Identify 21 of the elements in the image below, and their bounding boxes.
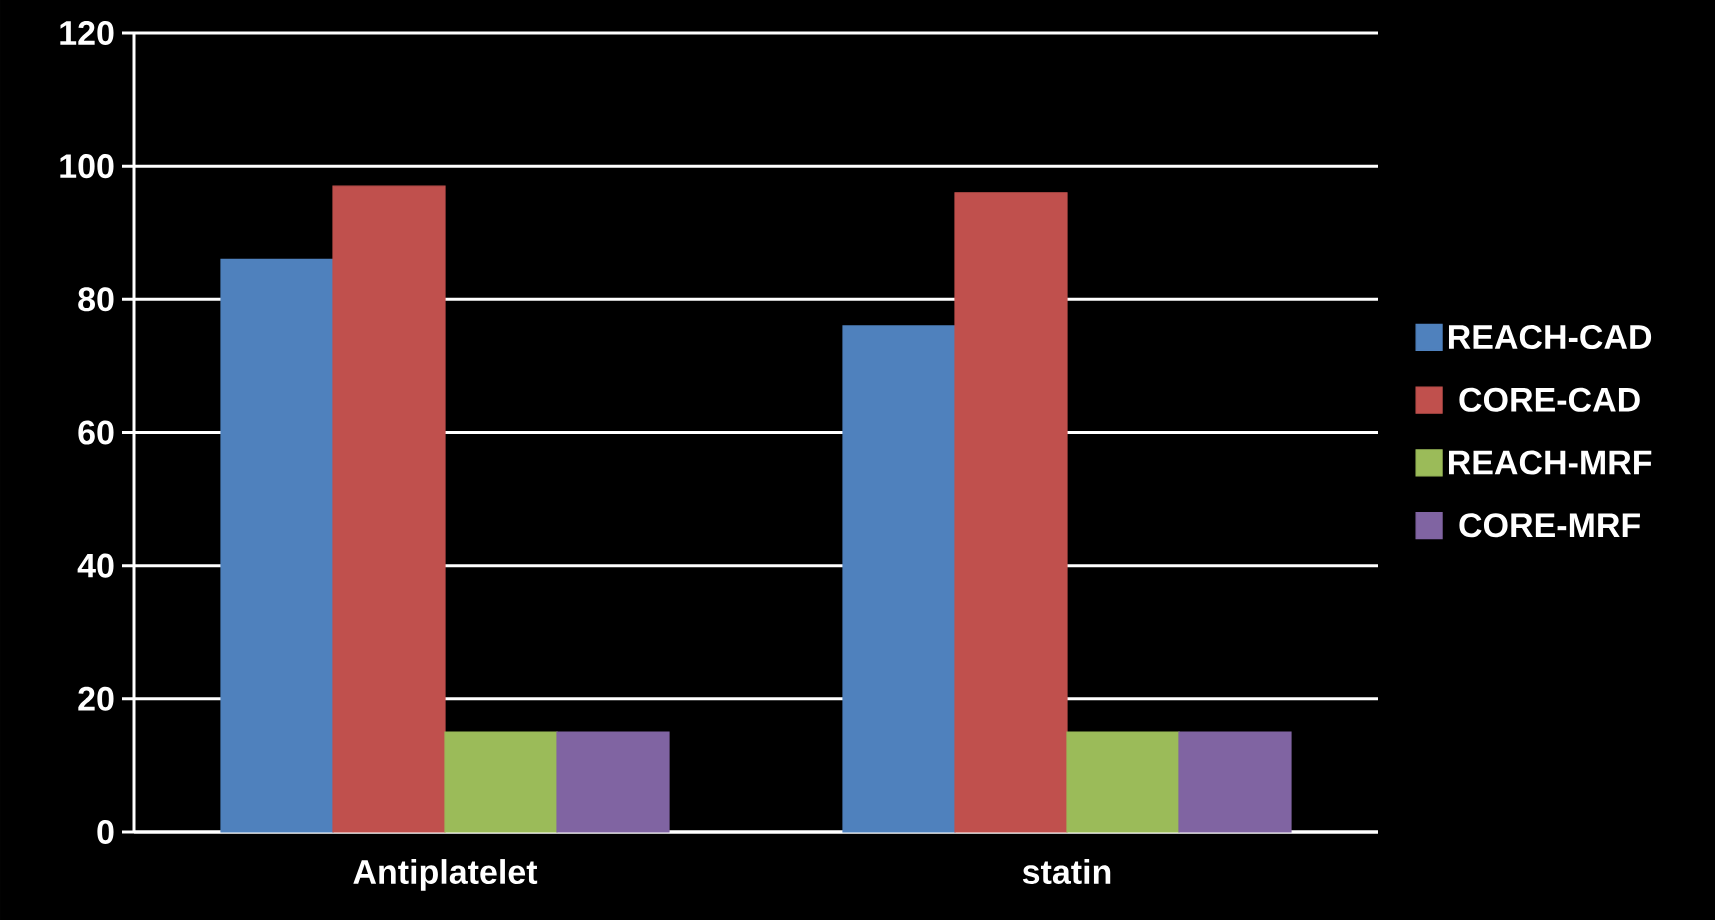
bar: [842, 325, 956, 833]
x-tick-label: statin: [1022, 859, 1111, 885]
y-tick-label: 0: [97, 819, 114, 845]
bar: [1178, 731, 1292, 833]
bar: [332, 185, 446, 833]
bar: [444, 731, 558, 833]
y-tick-label: 60: [78, 420, 114, 445]
bar: [1066, 731, 1180, 833]
legend-label: CORE-CAD: [1459, 387, 1640, 412]
y-tick-label: 20: [78, 686, 114, 711]
legend-label: REACH-CAD: [1448, 325, 1652, 350]
y-tick-label: 120: [60, 20, 114, 46]
bar: [556, 731, 670, 833]
y-tick-label: 100: [60, 154, 114, 179]
y-tick-label: 80: [78, 287, 114, 312]
legend-label: REACH-MRF: [1448, 450, 1652, 475]
legend-label: CORE-MRF: [1459, 513, 1640, 538]
bar: [220, 258, 334, 833]
bar: [954, 192, 1068, 833]
x-tick-label: Antiplatelet: [353, 859, 538, 891]
y-tick-label: 40: [77, 553, 114, 578]
